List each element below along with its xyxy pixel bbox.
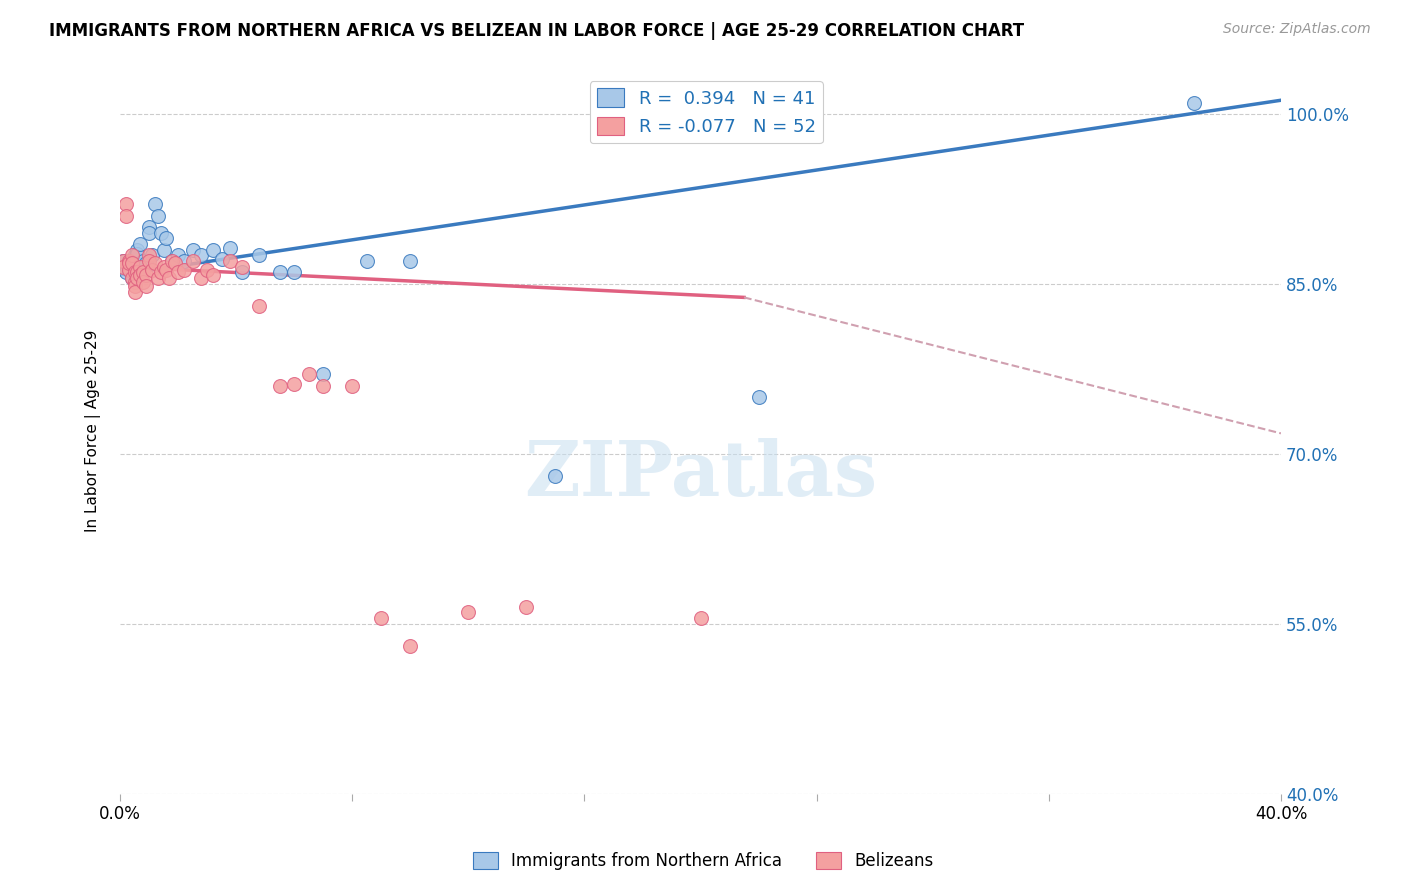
- Point: [135, 256, 157, 270]
- Point: [143, 256, 166, 270]
- Point: [135, 268, 157, 282]
- Point: [141, 248, 163, 262]
- Point: [190, 248, 212, 262]
- Point: [132, 263, 155, 277]
- Point: [544, 469, 567, 483]
- Point: [138, 220, 160, 235]
- Point: [124, 265, 146, 279]
- Point: [201, 268, 224, 282]
- Point: [219, 254, 242, 268]
- Point: [342, 378, 364, 392]
- Point: [157, 271, 180, 285]
- Point: [138, 226, 160, 240]
- Point: [115, 209, 138, 223]
- Point: [149, 226, 172, 240]
- Point: [312, 378, 335, 392]
- Point: [247, 248, 270, 262]
- Point: [181, 243, 204, 257]
- Y-axis label: In Labor Force | Age 25-29: In Labor Force | Age 25-29: [86, 330, 101, 533]
- Point: [231, 265, 253, 279]
- Point: [231, 260, 253, 274]
- Point: [127, 243, 149, 257]
- Point: [111, 254, 134, 268]
- Point: [165, 256, 187, 270]
- Point: [1182, 95, 1205, 110]
- Point: [121, 248, 143, 262]
- Point: [111, 260, 134, 274]
- Point: [146, 209, 169, 223]
- Point: [298, 368, 321, 382]
- Point: [146, 271, 169, 285]
- Point: [155, 231, 177, 245]
- Text: ZIPatlas: ZIPatlas: [524, 438, 877, 512]
- Point: [748, 390, 770, 404]
- Point: [138, 248, 160, 262]
- Text: IMMIGRANTS FROM NORTHERN AFRICA VS BELIZEAN IN LABOR FORCE | AGE 25-29 CORRELATI: IMMIGRANTS FROM NORTHERN AFRICA VS BELIZ…: [49, 22, 1025, 40]
- Point: [121, 256, 143, 270]
- Point: [211, 252, 233, 266]
- Point: [121, 256, 143, 270]
- Point: [118, 263, 141, 277]
- Point: [515, 599, 537, 614]
- Point: [162, 254, 184, 268]
- Point: [118, 254, 141, 268]
- Point: [167, 248, 190, 262]
- Point: [689, 611, 711, 625]
- Point: [152, 260, 174, 274]
- Point: [141, 263, 163, 277]
- Point: [118, 254, 141, 268]
- Point: [115, 265, 138, 279]
- Point: [132, 265, 155, 279]
- Point: [111, 254, 134, 268]
- Point: [457, 606, 479, 620]
- Point: [115, 197, 138, 211]
- Point: [167, 265, 190, 279]
- Point: [129, 260, 152, 274]
- Point: [190, 271, 212, 285]
- Point: [195, 263, 218, 277]
- Point: [356, 254, 378, 268]
- Point: [143, 197, 166, 211]
- Point: [152, 243, 174, 257]
- Point: [181, 254, 204, 268]
- Legend: R =  0.394   N = 41, R = -0.077   N = 52: R = 0.394 N = 41, R = -0.077 N = 52: [591, 81, 823, 144]
- Point: [149, 265, 172, 279]
- Point: [138, 254, 160, 268]
- Point: [127, 247, 149, 261]
- Point: [173, 263, 195, 277]
- Point: [132, 254, 155, 268]
- Point: [129, 268, 152, 282]
- Point: [312, 368, 335, 382]
- Point: [247, 300, 270, 314]
- Point: [399, 254, 422, 268]
- Point: [219, 241, 242, 255]
- Point: [124, 252, 146, 266]
- Point: [155, 263, 177, 277]
- Point: [124, 279, 146, 293]
- Point: [162, 254, 184, 268]
- Point: [135, 279, 157, 293]
- Point: [127, 271, 149, 285]
- Point: [127, 265, 149, 279]
- Point: [124, 275, 146, 289]
- Point: [121, 271, 143, 285]
- Point: [269, 265, 291, 279]
- Point: [201, 243, 224, 257]
- Point: [124, 248, 146, 262]
- Point: [129, 237, 152, 252]
- Point: [283, 376, 305, 391]
- Point: [124, 285, 146, 299]
- Point: [269, 378, 291, 392]
- Legend: Immigrants from Northern Africa, Belizeans: Immigrants from Northern Africa, Belizea…: [467, 845, 939, 877]
- Text: Source: ZipAtlas.com: Source: ZipAtlas.com: [1223, 22, 1371, 37]
- Point: [121, 271, 143, 285]
- Point: [118, 256, 141, 270]
- Point: [283, 265, 305, 279]
- Point: [118, 263, 141, 277]
- Point: [370, 611, 392, 625]
- Point: [124, 260, 146, 274]
- Point: [173, 254, 195, 268]
- Point: [399, 640, 422, 654]
- Point: [132, 275, 155, 289]
